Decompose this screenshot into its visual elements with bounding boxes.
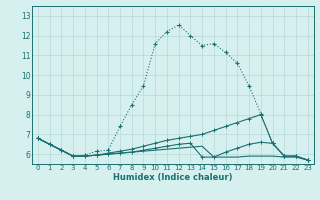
X-axis label: Humidex (Indice chaleur): Humidex (Indice chaleur) [113,173,233,182]
